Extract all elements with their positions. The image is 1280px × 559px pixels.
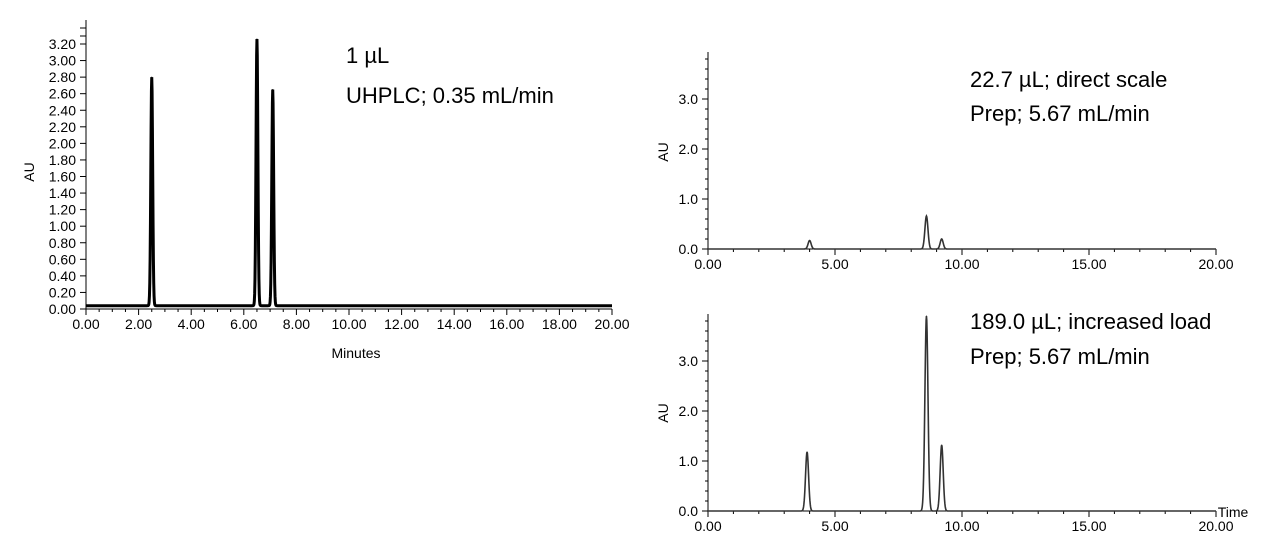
x-tick-label: 4.00 [178,316,205,332]
chart-3: 0.00 5.00 10.00 15.00 20.00 0.0 1.0 2.0 3.0 AU Tim… [655,309,1249,534]
y-tick-label: 1.0 [679,191,699,207]
x-tick-label: 16.00 [489,316,524,332]
chromatogram-trace [86,38,612,308]
y-tick-label: 0.60 [49,251,76,267]
y-tick-label: 0.0 [679,503,699,519]
x-tick-label: 10.00 [944,518,979,534]
annotation-line: 1 µL [346,43,389,68]
annotation-line: Prep; 5.67 mL/min [970,101,1150,126]
x-axis-label: Time [1218,504,1249,520]
y-tick-label: 0.20 [49,284,76,300]
y-tick-label: 3.20 [49,36,76,52]
peak-point [941,444,943,446]
x-tick-label: 18.00 [542,316,577,332]
peak-point [272,89,274,91]
y-tick-label: 1.20 [49,202,76,218]
peak-point [809,240,811,241]
peak-point [925,315,927,317]
x-tick-label: 0.00 [694,256,721,272]
y-tick-label: 3.0 [679,353,699,369]
annotation-line: UHPLC; 0.35 mL/min [346,83,554,108]
y-tick-label: 0.80 [49,235,76,251]
y-tick-label: 2.40 [49,102,76,118]
y-tick-label: 0.40 [49,268,76,284]
x-tick-label: 8.00 [283,316,310,332]
annotation-line: 22.7 µL; direct scale [970,67,1167,92]
y-axis-label: AU [655,403,671,422]
y-tick-label: 1.60 [49,169,76,185]
y-tick-label: 2.0 [679,141,699,157]
x-axis-label: Minutes [331,345,380,361]
peak-point [256,38,258,40]
x-tick-label: 2.00 [125,316,152,332]
x-tick-label: 14.00 [437,316,472,332]
y-tick-label: 2.00 [49,135,76,151]
peak-point [806,451,808,453]
y-tick-label: 0.0 [679,241,699,257]
y-tick-label: 3.0 [679,91,699,107]
x-tick-label: 12.00 [384,316,419,332]
y-axis-label: AU [21,162,37,181]
y-tick-label: 3.00 [49,53,76,69]
chart-2: 0.00 5.00 10.00 15.00 20.00 0.0 1.0 2.0 3.0 AU 22.… [655,52,1234,272]
y-tick-label: 2.80 [49,69,76,85]
y-tick-label: 2.0 [679,403,699,419]
x-tick-label: 5.00 [821,256,848,272]
x-tick-label: 15.00 [1071,518,1106,534]
y-tick-label: 2.60 [49,86,76,102]
annotation-line: Prep; 5.67 mL/min [970,344,1150,369]
annotation-line: 189.0 µL; increased load [970,309,1211,334]
x-tick-label: 5.00 [821,518,848,534]
chromatogram-trace [708,315,1216,512]
x-tick-label: 20.00 [1198,256,1233,272]
x-tick-label: 0.00 [72,316,99,332]
x-tick-label: 20.00 [594,316,629,332]
y-tick-label: 0.00 [49,301,76,317]
chromatogram-trace [708,214,1216,250]
y-axis-label: AU [655,142,671,161]
x-tick-label: 20.00 [1198,518,1233,534]
y-tick-label: 1.00 [49,218,76,234]
y-tick-label: 2.20 [49,119,76,135]
y-tick-label: 1.0 [679,453,699,469]
y-tick-label: 1.40 [49,185,76,201]
y-tick-label: 1.80 [49,152,76,168]
x-tick-label: 6.00 [230,316,257,332]
peak-point [151,76,153,78]
peak-point [925,215,927,217]
x-tick-label: 0.00 [694,518,721,534]
x-tick-label: 15.00 [1071,256,1106,272]
x-tick-label: 10.00 [331,316,366,332]
peak-point [941,238,943,240]
x-tick-label: 10.00 [944,256,979,272]
chart-1: 0.00 2.00 4.00 6.00 8.00 10.00 12.00 14.00 16.00… [21,20,630,361]
